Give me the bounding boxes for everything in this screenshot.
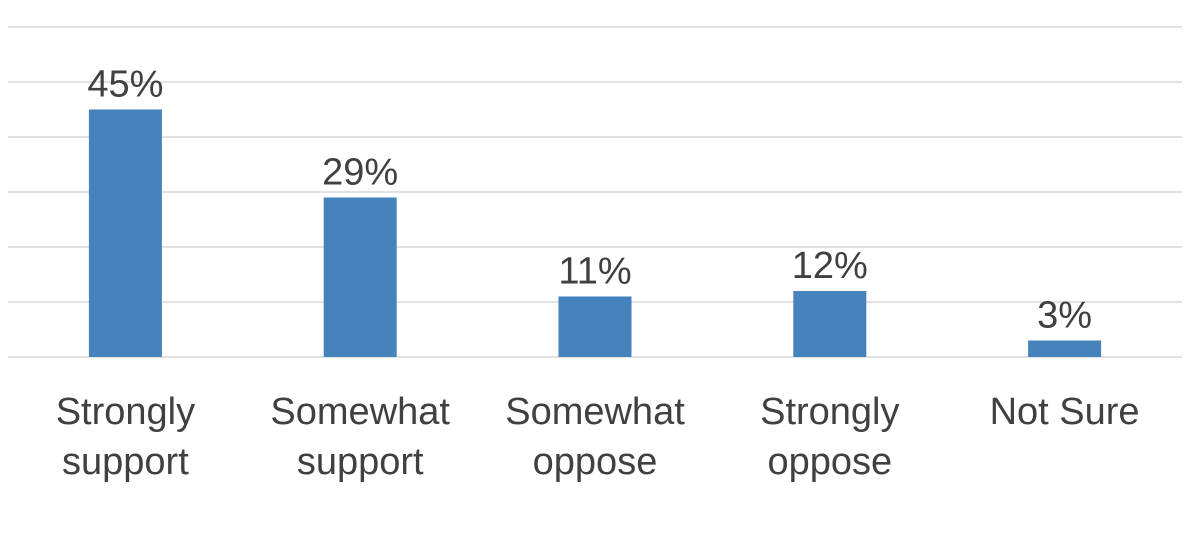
category-label: oppose	[533, 441, 658, 483]
gridlines	[8, 26, 1182, 358]
data-label: 29%	[322, 152, 398, 194]
data-label: 3%	[1037, 295, 1092, 337]
category-label: Somewhat	[505, 391, 685, 433]
category-label: Strongly	[56, 391, 195, 433]
category-label: Somewhat	[270, 391, 450, 433]
bar	[1028, 340, 1102, 357]
bar	[323, 197, 397, 357]
category-label: Strongly	[760, 391, 899, 433]
data-label: 12%	[792, 245, 868, 287]
category-labels: Strongly support Somewhat support Somewhat op…	[56, 391, 1140, 483]
category-label: support	[62, 441, 189, 483]
bar	[88, 109, 162, 357]
bar	[558, 296, 632, 357]
bars	[88, 109, 1102, 357]
data-label: 45%	[87, 64, 163, 106]
data-labels: 45% 29% 11% 12% 3%	[87, 64, 1092, 337]
category-label: support	[297, 441, 424, 483]
category-label: oppose	[767, 441, 892, 483]
bar	[793, 291, 867, 357]
data-label: 11%	[558, 251, 631, 293]
category-label: Not Sure	[990, 391, 1140, 433]
